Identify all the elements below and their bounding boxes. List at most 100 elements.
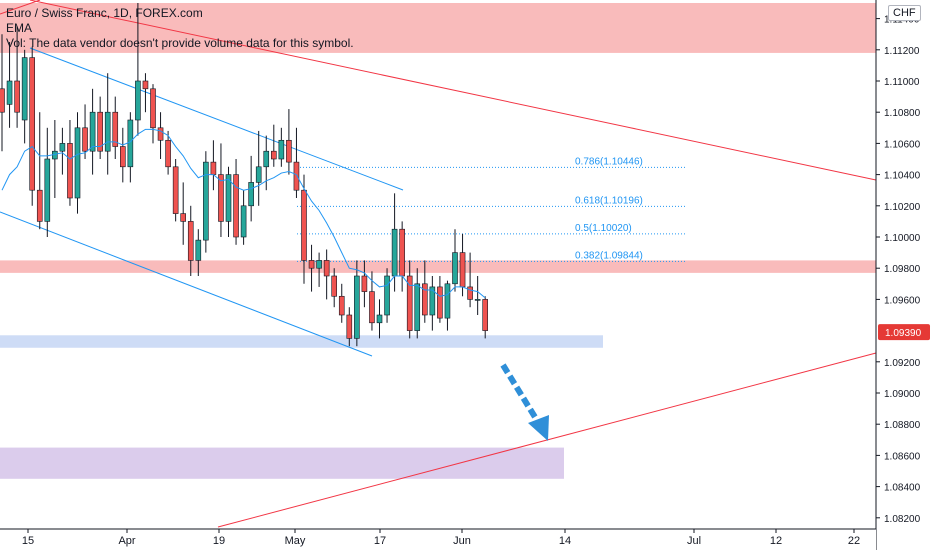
forecast-arrow-head xyxy=(528,415,549,441)
candle xyxy=(301,174,307,284)
candle-body xyxy=(120,146,126,168)
candle-body xyxy=(369,291,375,324)
candle xyxy=(240,190,247,245)
candle-body xyxy=(255,166,262,183)
candle-body xyxy=(384,275,390,316)
volume-note: Vol: The data vendor doesn't provide vol… xyxy=(6,36,354,50)
candle xyxy=(104,73,111,175)
candle-body xyxy=(376,314,383,324)
candle xyxy=(157,112,164,159)
candle xyxy=(44,127,51,237)
candle-body xyxy=(89,111,96,152)
candle xyxy=(97,96,103,159)
candle xyxy=(0,34,5,152)
candle xyxy=(127,112,134,183)
y-tick-label: 1.10400 xyxy=(884,171,921,182)
candle xyxy=(195,229,202,276)
candle xyxy=(308,244,315,292)
candle xyxy=(82,104,88,159)
candle-body xyxy=(414,283,421,331)
candle xyxy=(346,307,353,347)
candle-body xyxy=(354,275,360,339)
x-tick-label: 14 xyxy=(559,535,571,547)
candle-body xyxy=(135,80,141,121)
candle-body xyxy=(97,111,103,152)
candle xyxy=(180,182,186,245)
ema-indicator-label[interactable]: EMA xyxy=(6,21,33,35)
candle xyxy=(278,127,285,167)
y-tick-label: 1.10000 xyxy=(884,233,921,244)
candle xyxy=(474,276,481,315)
candle-body xyxy=(21,57,28,121)
currency-button[interactable]: CHF xyxy=(888,5,921,21)
y-tick-label: 1.09800 xyxy=(884,264,921,275)
candle-body xyxy=(338,295,345,316)
candle xyxy=(338,283,345,323)
candle-body xyxy=(248,182,254,207)
y-tick-label: 1.09600 xyxy=(884,295,921,306)
fib-label-3: 0.382(1.09844) xyxy=(575,250,643,261)
candle xyxy=(467,252,473,308)
candle xyxy=(270,124,277,167)
candle xyxy=(142,73,149,113)
candle xyxy=(421,260,428,323)
candle-body xyxy=(278,139,285,160)
y-tick-label: 1.11200 xyxy=(884,46,920,57)
resistance-mid-zone xyxy=(0,260,876,273)
candle-body xyxy=(150,88,156,129)
candle-body xyxy=(195,239,202,261)
candle-body xyxy=(127,119,134,168)
candle xyxy=(376,299,383,339)
last-price-label: 1.09390 xyxy=(885,328,922,339)
candle xyxy=(112,96,119,159)
candle xyxy=(29,46,36,206)
fib-label-1: 0.618(1.10196) xyxy=(575,195,643,206)
y-tick-label: 1.08800 xyxy=(884,420,921,431)
candle-body xyxy=(316,260,322,269)
candle xyxy=(437,276,443,323)
candle-body xyxy=(210,161,217,175)
candle xyxy=(316,252,322,287)
candle-body xyxy=(6,80,13,105)
y-tick-label: 1.10200 xyxy=(884,202,921,213)
y-tick-label: 1.08400 xyxy=(884,483,921,494)
last-price-tag xyxy=(878,324,930,341)
candle-body xyxy=(172,166,179,214)
x-tick-label: 19 xyxy=(213,535,225,547)
candle xyxy=(361,260,368,308)
y-tick-label: 1.10800 xyxy=(884,108,921,119)
candle xyxy=(120,127,126,183)
candle xyxy=(482,296,489,339)
candle-body xyxy=(467,286,473,300)
time-axis xyxy=(0,529,876,550)
candle xyxy=(233,159,239,245)
fib-label-0: 0.786(1.10446) xyxy=(575,156,643,167)
candle xyxy=(225,166,232,237)
candle xyxy=(323,249,330,300)
candle-body xyxy=(263,150,270,168)
y-tick-label: 1.09200 xyxy=(884,358,921,369)
candle xyxy=(36,112,43,230)
candle xyxy=(89,88,96,175)
candle-body xyxy=(157,127,164,141)
x-tick-label: Jun xyxy=(453,535,471,547)
candle-body xyxy=(59,143,66,152)
candle xyxy=(293,127,300,198)
candle-body xyxy=(14,80,20,113)
candle xyxy=(187,205,194,276)
candle-body xyxy=(180,213,186,222)
x-tick-label: 15 xyxy=(22,535,34,547)
candle xyxy=(172,159,179,222)
symbol-title[interactable]: Euro / Swiss Franc, 1D, FOREX.com xyxy=(6,6,203,20)
candle-body xyxy=(112,111,119,147)
trendline-top-left xyxy=(0,0,41,15)
channel-upper-line xyxy=(29,47,404,191)
candle-body xyxy=(301,189,307,261)
candle-body xyxy=(74,127,81,199)
candle xyxy=(444,280,451,331)
candle-body xyxy=(187,221,194,261)
candle xyxy=(21,49,28,144)
candle-body xyxy=(437,286,443,319)
